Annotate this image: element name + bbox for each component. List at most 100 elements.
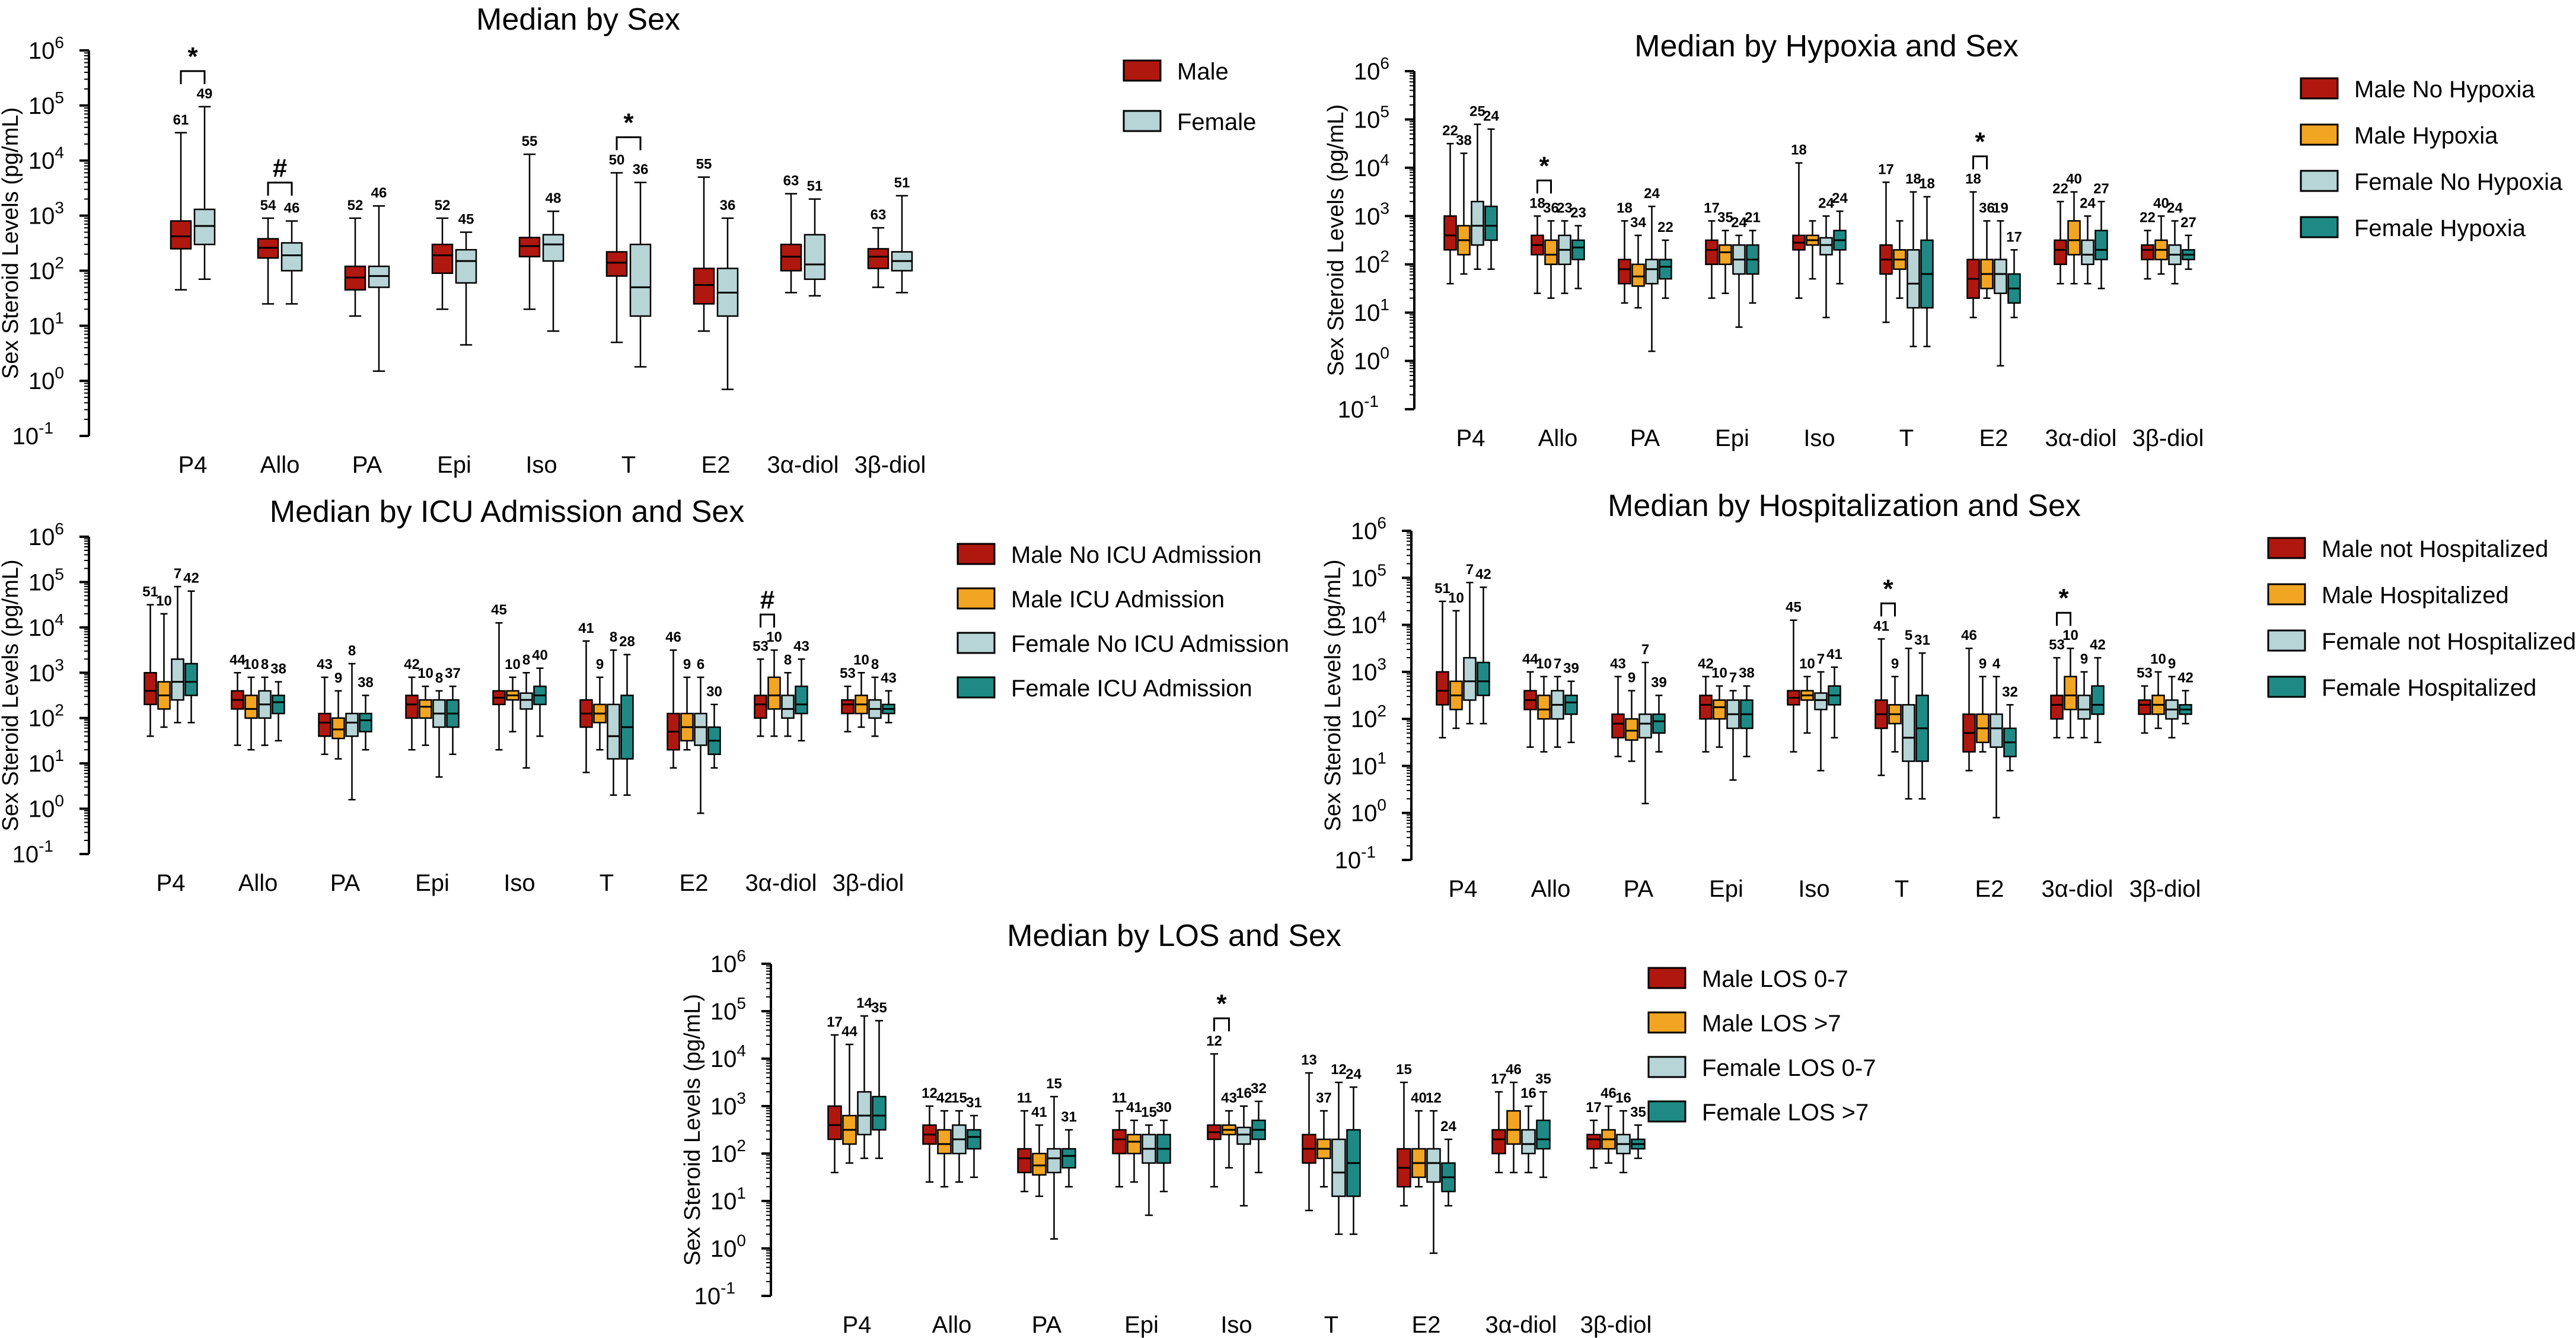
box-male-not-hospitalized bbox=[2138, 699, 2151, 715]
legend-swatch bbox=[2267, 583, 2306, 606]
x-tick-label: T bbox=[600, 870, 614, 896]
sample-size-label: 42 bbox=[404, 657, 420, 673]
y-tick-label: 101 bbox=[1354, 295, 1389, 326]
sample-size-label: 10 bbox=[1799, 656, 1815, 672]
sample-size-label: 10 bbox=[417, 665, 433, 681]
sample-size-label: 36 bbox=[1543, 200, 1559, 216]
box-female-los-0-7 bbox=[1521, 1129, 1536, 1155]
box-female-not-hospitalized bbox=[1463, 657, 1477, 701]
box-male-not-hospitalized bbox=[1699, 695, 1713, 720]
x-tick-label: 3β-diol bbox=[833, 870, 904, 896]
box-male bbox=[518, 237, 541, 257]
box-female-los-0-7 bbox=[1047, 1148, 1061, 1174]
x-tick-label: Epi bbox=[1709, 876, 1743, 902]
box-female bbox=[455, 249, 477, 284]
sample-size-label: 55 bbox=[696, 157, 712, 173]
significance-bracket bbox=[1972, 155, 1988, 170]
sample-size-label: 16 bbox=[1520, 1085, 1536, 1101]
sample-size-label: 46 bbox=[665, 629, 681, 645]
box-male-los-7 bbox=[1127, 1133, 1142, 1155]
box-female-no-hypoxia bbox=[1819, 237, 1833, 256]
sample-size-label: 17 bbox=[1704, 200, 1720, 216]
x-tick-label: PA bbox=[1624, 876, 1654, 902]
box-male bbox=[431, 243, 454, 274]
chart-title: Median by ICU Admission and Sex bbox=[270, 495, 745, 529]
chart-panel-C: Median by ICU Admission and Sex 10-1 100 10… bbox=[0, 495, 1289, 896]
significance-marker: * bbox=[1216, 989, 1227, 1018]
y-tick-label: 103 bbox=[28, 655, 64, 686]
legend-label: Male bbox=[1177, 59, 1229, 85]
box-female-no-hypoxia bbox=[1907, 249, 1920, 309]
sample-size-label: 17 bbox=[1586, 1100, 1602, 1116]
legend-label: Male not Hospitalized bbox=[2322, 536, 2548, 562]
sample-size-label: 24 bbox=[1644, 186, 1660, 202]
sample-size-label: 10 bbox=[1448, 590, 1464, 606]
sample-size-label: 42 bbox=[2090, 637, 2106, 653]
y-tick-label: 101 bbox=[28, 308, 64, 339]
sample-size-label: 39 bbox=[1651, 675, 1667, 691]
x-tick-label: E2 bbox=[1975, 876, 2004, 902]
significance-bracket bbox=[267, 181, 293, 196]
significance-bracket bbox=[2056, 611, 2071, 626]
legend-label: Female ICU Admission bbox=[1011, 676, 1252, 702]
sample-size-label: 51 bbox=[894, 175, 910, 191]
significance-bracket bbox=[616, 136, 642, 151]
sample-size-label: 36 bbox=[720, 197, 736, 214]
box-male-los-0-7 bbox=[1112, 1129, 1127, 1155]
sample-size-label: 11 bbox=[1017, 1090, 1032, 1106]
sample-size-label: 46 bbox=[371, 185, 387, 201]
sample-size-label: 43 bbox=[881, 670, 897, 686]
legend-label: Female bbox=[1177, 109, 1256, 135]
significance-marker: * bbox=[1883, 574, 1893, 603]
box-male bbox=[693, 267, 715, 305]
sample-size-label: 38 bbox=[270, 661, 286, 677]
box-female-icu-admission bbox=[272, 695, 285, 715]
x-tick-label: 3β-diol bbox=[2132, 425, 2204, 451]
sample-size-label: 10 bbox=[1711, 665, 1727, 681]
sample-size-label: 22 bbox=[1442, 123, 1458, 139]
sample-size-label: 16 bbox=[1236, 1085, 1252, 1101]
box-female-hypoxia bbox=[1659, 259, 1672, 280]
sample-size-label: 35 bbox=[871, 1000, 887, 1016]
x-tick-label: PA bbox=[1032, 1312, 1062, 1338]
box-male-hospitalized bbox=[2064, 676, 2077, 711]
legend-swatch bbox=[2300, 170, 2339, 192]
x-tick-label: PA bbox=[330, 870, 361, 896]
sample-size-label: 42 bbox=[936, 1090, 952, 1106]
sample-size-label: 63 bbox=[871, 207, 887, 223]
x-tick-label: Allo bbox=[260, 452, 300, 478]
x-tick-label: 3β-diol bbox=[855, 452, 926, 478]
box-female-hospitalized bbox=[1564, 695, 1578, 715]
sample-size-label: 41 bbox=[1873, 618, 1889, 634]
box-male-no-hypoxia bbox=[1618, 259, 1631, 285]
y-tick-label: 106 bbox=[28, 33, 64, 64]
sample-size-label: 35 bbox=[1717, 210, 1733, 226]
sample-size-label: 22 bbox=[2140, 210, 2156, 226]
box-female-no-hypoxia bbox=[2081, 239, 2094, 265]
x-tick-label: 3α-diol bbox=[2042, 876, 2113, 902]
chart-title: Median by Hospitalization and Sex bbox=[1608, 489, 2081, 523]
box-male bbox=[605, 251, 628, 277]
sample-size-label: 7 bbox=[1466, 562, 1474, 578]
x-tick-label: 3α-diol bbox=[2045, 425, 2117, 451]
box-female-los-7 bbox=[1536, 1119, 1551, 1150]
sample-size-label: 38 bbox=[1739, 665, 1755, 681]
box-male bbox=[780, 243, 802, 272]
sample-size-label: 8 bbox=[784, 652, 792, 668]
x-tick-label: T bbox=[621, 452, 636, 478]
box-male-hypoxia bbox=[2067, 220, 2081, 256]
sample-size-label: 32 bbox=[1251, 1081, 1267, 1097]
box-female-no-icu-admission bbox=[171, 658, 184, 701]
box-male-no-hypoxia bbox=[2054, 239, 2067, 265]
x-tick-label: Iso bbox=[525, 452, 557, 478]
box-male-no-icu-admission bbox=[144, 672, 157, 706]
significance-marker: * bbox=[623, 108, 634, 137]
legend-label: Female No Hypoxia bbox=[2354, 169, 2563, 195]
sample-size-label: 16 bbox=[1615, 1090, 1631, 1106]
legend-swatch bbox=[1123, 59, 1162, 82]
box-female-hospitalized bbox=[1652, 713, 1666, 734]
x-tick-label: Iso bbox=[1798, 876, 1829, 902]
y-tick-label: 101 bbox=[1351, 748, 1386, 779]
sample-size-label: 40 bbox=[2066, 171, 2082, 187]
chart-panel-D: Median by Hospitalization and Sex 10-1 100… bbox=[1321, 489, 2576, 902]
